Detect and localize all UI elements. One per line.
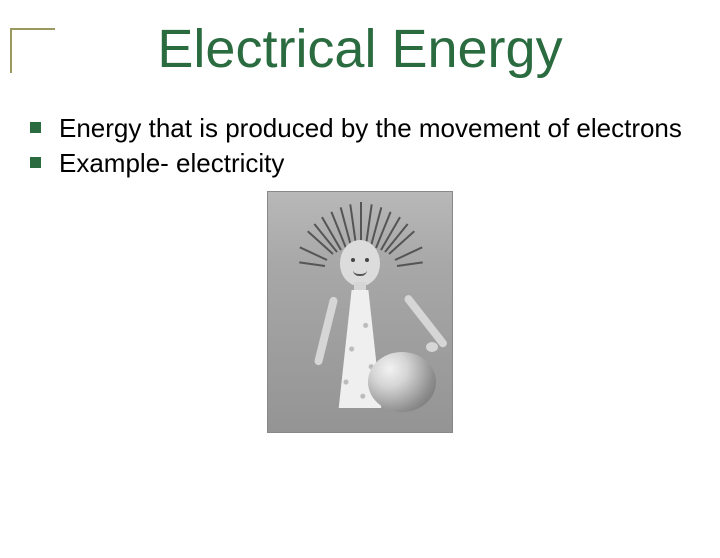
list-item: Example- electricity [30,147,690,180]
bullet-square-icon [30,122,41,133]
image-container [0,191,720,438]
child-face [340,240,380,286]
page-title: Electrical Energy [0,18,720,80]
corner-accent-top [10,28,55,30]
static-electricity-photo [267,191,453,433]
bullet-text: Example- electricity [59,147,284,180]
van-de-graaff-sphere [368,352,436,412]
list-item: Energy that is produced by the movement … [30,112,690,145]
bullet-text: Energy that is produced by the movement … [59,112,682,145]
bullet-list: Energy that is produced by the movement … [0,112,720,179]
bullet-square-icon [30,157,41,168]
corner-accent-left [10,28,12,73]
